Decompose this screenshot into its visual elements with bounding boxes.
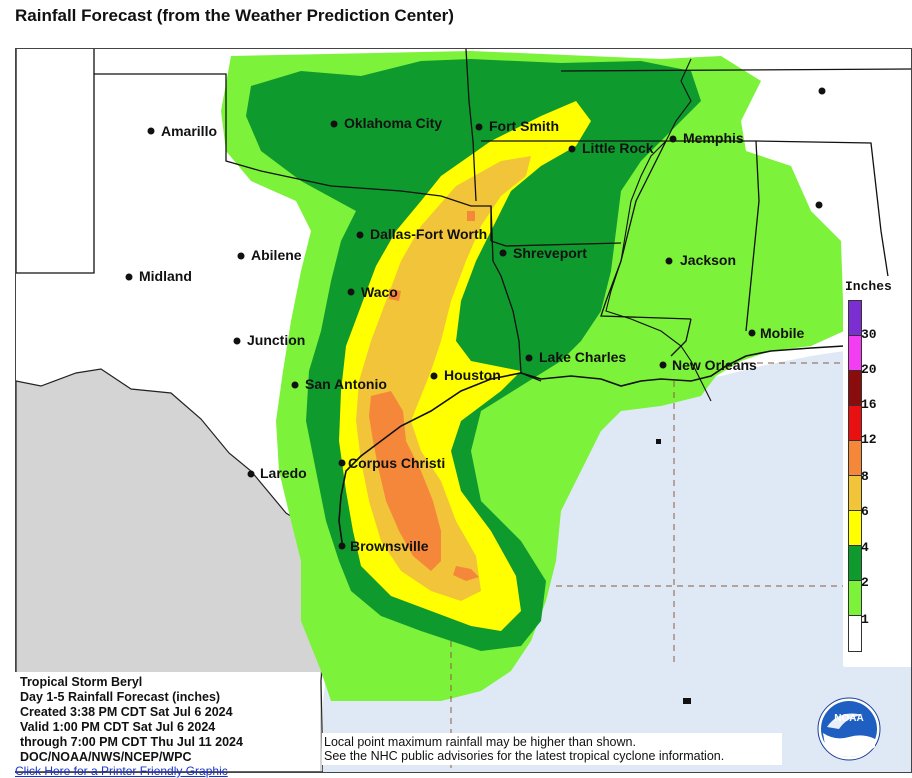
city-label-new-orleans: New Orleans [672,357,757,373]
city-label-midland: Midland [139,268,192,284]
city-dallas-fort-worth: Dallas-Fort Worth [356,226,487,242]
legend-swatch-0 [848,615,862,652]
legend-label-1: 1 [861,612,869,627]
noaa-logo-icon: NOAA [817,697,881,761]
disclaimer-line-1: Local point maximum rainfall may be high… [324,735,636,749]
city-label-amarillo: Amarillo [161,123,217,139]
city-jackson: Jackson [665,252,736,268]
legend-label-12: 12 [861,432,877,447]
printer-friendly-link[interactable]: Click Here for a Printer Friendly Graphi… [15,764,228,778]
city-label-laredo: Laredo [260,465,307,481]
city-label-jackson: Jackson [680,252,736,268]
city-label-little-rock: Little Rock [582,140,654,156]
legend-label-4: 4 [861,540,869,555]
legend-swatch-8 [848,440,862,477]
city-amarillo: Amarillo [147,123,217,139]
city-label-san-antonio: San Antonio [305,376,387,392]
forecast-info-box: Tropical Storm Beryl Day 1-5 Rainfall Fo… [15,672,320,771]
legend-swatch-12 [848,405,862,442]
city-label-waco: Waco [361,284,398,300]
city-label-lake-charles: Lake Charles [539,349,626,365]
city-san-antonio: San Antonio [291,376,387,392]
legend-swatch-16 [848,370,862,407]
legend-swatch-1 [848,580,862,617]
disclaimer-line-2: See the NHC public advisories for the la… [324,749,725,763]
city-little-rock: Little Rock [568,140,654,156]
city-label-shreveport: Shreveport [513,245,587,261]
city-label-memphis: Memphis [683,130,744,146]
city-mobile: Mobile [748,325,805,341]
rainfall-map: Amarillo Oklahoma City Fort Smith Memphi… [15,48,912,773]
state-boundaries [16,49,911,382]
city-laredo: Laredo [247,465,307,481]
storm-name: Tropical Storm Beryl [20,675,143,689]
legend-swatch-30 [848,300,862,337]
legend-label-30: 30 [861,327,877,342]
created-time: Created 3:38 PM CDT Sat Jul 6 2024 [20,705,233,719]
unlabeled-city-dot [815,201,823,209]
legend-title: Inches [845,279,892,294]
mississippi-river [605,58,712,402]
marine-zone-lines [450,362,844,772]
noaa-logo-text: NOAA [834,713,863,724]
city-lake-charles: Lake Charles [525,349,626,365]
rainfall-8in-spot [453,566,479,581]
city-shreveport: Shreveport [499,245,587,261]
rainfall-8in-spot [389,289,401,301]
legend-label-16: 16 [861,397,877,412]
legend-label-20: 20 [861,362,877,377]
city-abilene: Abilene [237,247,302,263]
island [656,439,661,444]
city-memphis: Memphis [669,130,744,146]
map-title: Rainfall Forecast (from the Weather Pred… [15,6,454,25]
city-markers: Amarillo Oklahoma City Fort Smith Memphi… [125,115,805,554]
city-corpus-christi: Corpus Christi [338,455,445,471]
city-fort-smith: Fort Smith [475,118,559,134]
island [683,698,691,704]
city-label-abilene: Abilene [251,247,302,263]
city-waco: Waco [347,284,398,300]
legend-swatch-20 [848,335,862,372]
rainfall-legend: Inches 30 20 16 12 8 6 4 2 1 [843,276,905,666]
unlabeled-city-dot [818,87,826,95]
legend-label-2: 2 [861,575,869,590]
city-label-mobile: Mobile [760,325,805,341]
city-midland: Midland [125,268,192,284]
legend-label-8: 8 [861,469,869,484]
disclaimer-note: Local point maximum rainfall may be high… [322,733,782,765]
city-label-corpus-christi: Corpus Christi [348,455,445,471]
city-label-oklahoma-city: Oklahoma City [344,115,442,131]
gulf-coastline [338,345,845,550]
forecast-period: Day 1-5 Rainfall Forecast (inches) [20,690,221,704]
city-junction: Junction [233,332,305,348]
city-brownsville: Brownsville [338,538,429,554]
legend-swatch-2 [848,545,862,582]
city-label-houston: Houston [444,367,501,383]
rainfall-map-canvas: Amarillo Oklahoma City Fort Smith Memphi… [16,49,911,772]
legend-swatch-6 [848,475,862,512]
valid-end: through 7:00 PM CDT Thu Jul 11 2024 [20,735,243,749]
city-label-brownsville: Brownsville [350,538,429,554]
rainfall-8in-spot [467,211,475,221]
city-new-orleans: New Orleans [659,357,757,373]
city-label-junction: Junction [247,332,305,348]
city-label-dallas-fort-worth: Dallas-Fort Worth [370,226,487,242]
city-oklahoma-city: Oklahoma City [330,115,442,131]
legend-label-6: 6 [861,504,869,519]
issuing-office: DOC/NOAA/NWS/NCEP/WPC [20,750,192,764]
city-label-fort-smith: Fort Smith [489,118,559,134]
valid-start: Valid 1:00 PM CDT Sat Jul 6 2024 [20,720,216,734]
city-houston: Houston [430,367,501,383]
legend-swatch-4 [848,510,862,547]
